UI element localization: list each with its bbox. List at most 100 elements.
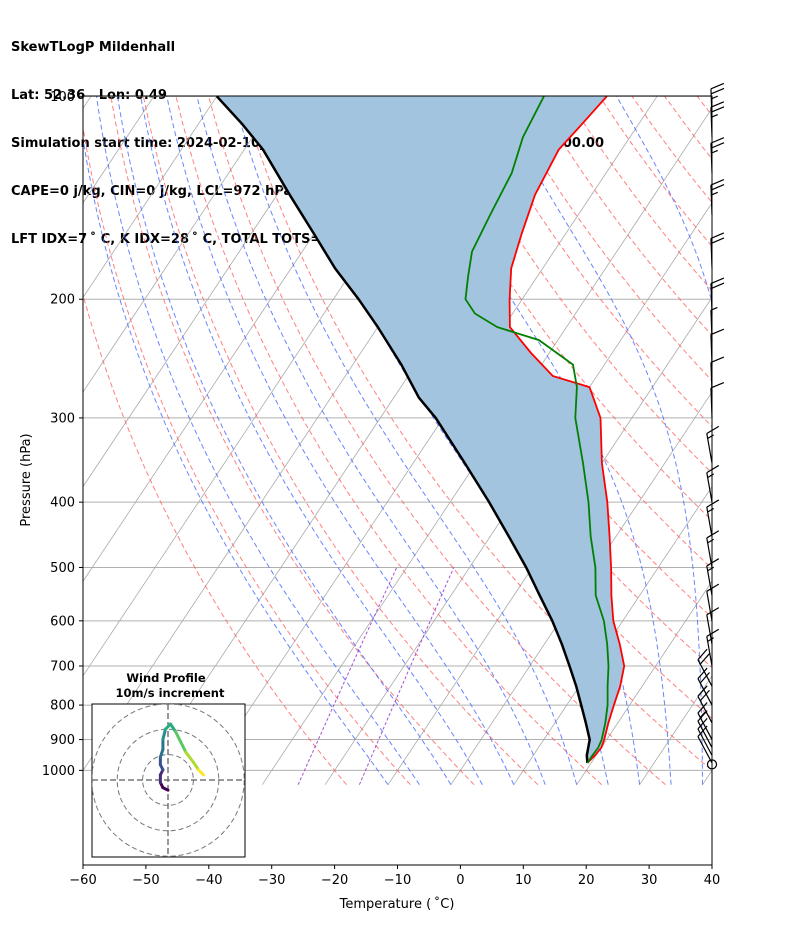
y-tick-label: 800 (50, 699, 75, 714)
wind-barb (706, 425, 720, 464)
wind-barb-staff (697, 720, 713, 748)
moist-adiabats (83, 96, 792, 785)
dry-adiabat (142, 96, 539, 786)
moist-adiabat (196, 96, 546, 785)
y-axis: 100 200 300 400 500 600 700 800 900 1000 (42, 90, 83, 779)
wind-barb-flag (706, 628, 720, 637)
moist-adiabat (493, 96, 703, 785)
isotherm-line (387, 296, 712, 785)
profile-lines (215, 96, 626, 764)
wind-barb-flag (710, 106, 725, 113)
wind-barb-staff (706, 472, 713, 503)
wind-barb-flag (697, 717, 708, 730)
dewpoint-line (464, 96, 610, 764)
wind-barb-staff (706, 537, 713, 568)
wind-barb (710, 137, 725, 174)
wind-barb-flag (697, 710, 708, 722)
y-tick-label: 600 (50, 614, 75, 629)
isotherm-line (83, 96, 218, 299)
wind-barb-flag (706, 583, 720, 592)
isotherm-line (639, 675, 712, 785)
dry-adiabat (83, 124, 411, 786)
moist-adiabat (140, 96, 483, 785)
hodograph-segment (196, 768, 206, 777)
wind-barb-staff (706, 636, 713, 667)
dry-adiabat (762, 96, 794, 784)
wind-barb (706, 499, 720, 537)
dry-adiabat (240, 96, 712, 772)
dry-adiabat (305, 96, 712, 669)
isotherm-line (702, 769, 712, 785)
temperature-line (508, 96, 626, 764)
cape-shade (216, 96, 625, 764)
mixing-ratio-line (297, 567, 398, 785)
wind-barb-flag (706, 425, 720, 435)
wind-barb (697, 717, 713, 756)
dry-adiabat (501, 96, 712, 382)
wind-barb-flag (706, 607, 720, 616)
dry-adiabat (468, 96, 712, 428)
wind-barb-flag (710, 137, 725, 144)
x-tick-label: 30 (641, 873, 658, 888)
wind-barb (710, 381, 725, 418)
wind-barb (697, 702, 713, 740)
isotherm-line (83, 96, 281, 393)
wind-barb-flag (710, 381, 725, 389)
wind-barb-flag (706, 530, 720, 539)
dry-adiabat (664, 96, 712, 160)
moist-adiabat (83, 135, 389, 785)
wind-barb-flag (710, 328, 725, 336)
moist-adiabat (401, 96, 672, 785)
wind-barb-flag (710, 237, 725, 244)
parcel-line (215, 96, 591, 764)
hodograph-segment (161, 727, 167, 741)
x-tick-label: 40 (704, 873, 721, 888)
moist-adiabat (232, 96, 578, 785)
x-tick-label: −60 (69, 873, 96, 888)
hodograph-title: Wind Profile (126, 671, 206, 685)
wind-barb-flag (697, 667, 708, 679)
wind-barb (710, 101, 725, 138)
y-tick-label: 200 (50, 293, 75, 308)
wind-barb-staff (706, 433, 713, 464)
mixing-ratio-line (358, 567, 455, 785)
wind-barb-flag (710, 282, 725, 290)
y-tick-label: 1000 (42, 764, 75, 779)
wind-barb (706, 607, 720, 645)
wind-barb-flag (710, 277, 725, 285)
wind-barb-flag (710, 232, 725, 239)
hodograph-segment (179, 740, 188, 754)
dry-adiabat (403, 96, 712, 522)
x-tick-label: −40 (195, 873, 222, 888)
station-title: SkewTLogP Mildenhall (11, 40, 176, 55)
isotherm-line (576, 580, 712, 785)
wind-barb-flag (697, 702, 708, 714)
wind-barb-halfflag (707, 538, 714, 544)
wind-barb-staff (697, 728, 713, 756)
x-tick-label: 10 (515, 873, 532, 888)
moist-adiabat (117, 96, 452, 785)
isotherm-line (83, 96, 92, 110)
dry-adiabat (436, 96, 712, 474)
wind-barb-staff (706, 591, 713, 621)
hodograph-subtitle: 10m/s increment (116, 686, 225, 700)
moist-adiabat (166, 96, 515, 785)
dry-adiabat (83, 292, 347, 786)
y-tick-label: 400 (50, 496, 75, 511)
moist-adiabat (96, 96, 420, 785)
x-tick-label: −10 (384, 873, 411, 888)
hodograph-ring (92, 704, 245, 857)
hodograph-inset: Wind Profile 10m/s increment (91, 671, 246, 858)
dry-adiabat (730, 96, 794, 784)
isotherm-line (198, 96, 658, 785)
x-tick-label: −50 (132, 873, 159, 888)
wind-barb-halfflag (707, 507, 714, 513)
wind-barb (710, 277, 725, 314)
moist-adiabat (759, 96, 792, 784)
wind-barb-flag (710, 142, 725, 149)
wind-barb-flag (699, 672, 710, 684)
wind-barb-halfflag (707, 434, 714, 439)
wind-barb (697, 648, 713, 687)
cape-area (216, 96, 625, 764)
wind-barb-flag (710, 87, 725, 95)
